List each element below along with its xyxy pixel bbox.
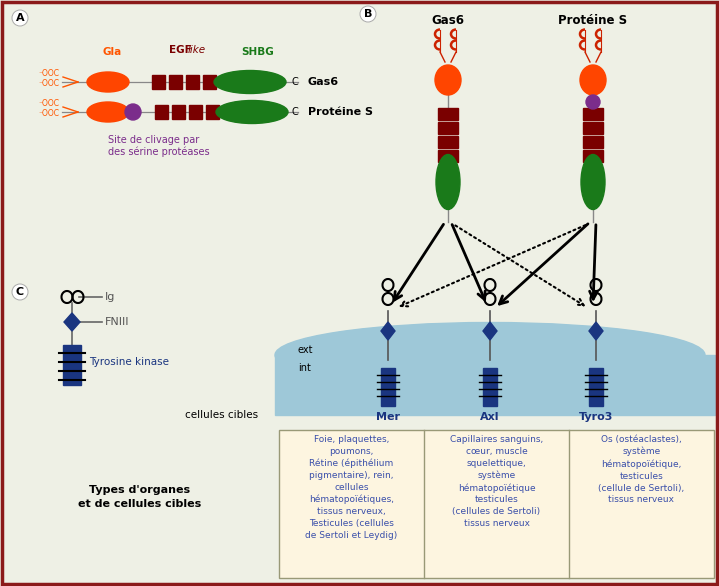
- FancyBboxPatch shape: [381, 368, 395, 406]
- Text: Axl: Axl: [480, 412, 500, 422]
- Text: Os (ostéaclastes),
système
hématopoïétique,
testicules
(cellule de Sertoli),
tis: Os (ostéaclastes), système hématopoïétiq…: [598, 435, 684, 505]
- FancyBboxPatch shape: [438, 136, 458, 148]
- Text: Capillaires sanguins,
cœur, muscle
squelettique,
système
hématopoïétique
testicu: Capillaires sanguins, cœur, muscle squel…: [450, 435, 543, 528]
- FancyBboxPatch shape: [206, 105, 219, 119]
- Polygon shape: [381, 322, 395, 340]
- FancyBboxPatch shape: [152, 75, 165, 89]
- Ellipse shape: [87, 102, 129, 122]
- Text: ⁻OOC: ⁻OOC: [38, 108, 59, 118]
- FancyBboxPatch shape: [583, 122, 603, 134]
- FancyBboxPatch shape: [155, 105, 168, 119]
- Text: Gla: Gla: [102, 47, 122, 57]
- Text: C: C: [291, 107, 298, 117]
- Polygon shape: [589, 322, 603, 340]
- Text: Tyrosine kinase: Tyrosine kinase: [89, 357, 169, 367]
- Ellipse shape: [216, 101, 288, 124]
- Text: et de cellules cibles: et de cellules cibles: [78, 499, 201, 509]
- Ellipse shape: [87, 72, 129, 92]
- FancyBboxPatch shape: [583, 136, 603, 148]
- Text: ⁻OOC: ⁻OOC: [38, 70, 59, 79]
- Text: ⁻OOC: ⁻OOC: [38, 100, 59, 108]
- Text: Gas6: Gas6: [308, 77, 339, 87]
- Ellipse shape: [214, 70, 286, 94]
- Ellipse shape: [436, 155, 460, 210]
- Ellipse shape: [435, 65, 461, 95]
- FancyBboxPatch shape: [169, 75, 182, 89]
- Polygon shape: [483, 322, 497, 340]
- FancyBboxPatch shape: [189, 105, 202, 119]
- Text: Mer: Mer: [376, 412, 400, 422]
- Circle shape: [12, 10, 28, 26]
- FancyBboxPatch shape: [63, 345, 81, 385]
- Text: Site de clivage par: Site de clivage par: [108, 135, 199, 145]
- Ellipse shape: [275, 322, 705, 387]
- Text: EGF: EGF: [169, 45, 191, 55]
- Text: FNIII: FNIII: [105, 317, 129, 327]
- Text: int: int: [298, 363, 311, 373]
- Text: ⁻OOC: ⁻OOC: [38, 79, 59, 87]
- Text: des sérine protéases: des sérine protéases: [108, 146, 210, 157]
- Circle shape: [586, 95, 600, 109]
- Circle shape: [360, 6, 376, 22]
- Circle shape: [125, 104, 141, 120]
- Text: like: like: [188, 45, 206, 55]
- Text: C: C: [291, 77, 298, 87]
- Text: Foie, plaquettes,
poumons,
Rétine (épithélium
pigmentaire), rein,
cellules
hémat: Foie, plaquettes, poumons, Rétine (épith…: [306, 435, 398, 540]
- FancyBboxPatch shape: [589, 368, 603, 406]
- Bar: [275, 355, 715, 415]
- Ellipse shape: [580, 65, 606, 95]
- Text: Types d'organes: Types d'organes: [89, 485, 191, 495]
- Text: Protéine S: Protéine S: [308, 107, 373, 117]
- FancyBboxPatch shape: [583, 108, 603, 120]
- FancyBboxPatch shape: [438, 122, 458, 134]
- Polygon shape: [64, 313, 80, 331]
- Text: C: C: [16, 287, 24, 297]
- Circle shape: [12, 284, 28, 300]
- FancyBboxPatch shape: [186, 75, 199, 89]
- Text: Tyro3: Tyro3: [579, 412, 613, 422]
- FancyBboxPatch shape: [483, 368, 497, 406]
- Text: B: B: [364, 9, 372, 19]
- FancyBboxPatch shape: [583, 150, 603, 162]
- Text: SHBG: SHBG: [242, 47, 275, 57]
- FancyBboxPatch shape: [203, 75, 216, 89]
- FancyBboxPatch shape: [438, 150, 458, 162]
- Text: Protéine S: Protéine S: [559, 13, 628, 26]
- FancyBboxPatch shape: [438, 108, 458, 120]
- Text: Ig: Ig: [105, 292, 115, 302]
- FancyBboxPatch shape: [279, 430, 714, 578]
- Text: cellules cibles: cellules cibles: [185, 410, 258, 420]
- Text: A: A: [16, 13, 24, 23]
- Ellipse shape: [581, 155, 605, 210]
- FancyBboxPatch shape: [172, 105, 185, 119]
- Text: Gas6: Gas6: [431, 13, 464, 26]
- Text: ext: ext: [298, 345, 313, 355]
